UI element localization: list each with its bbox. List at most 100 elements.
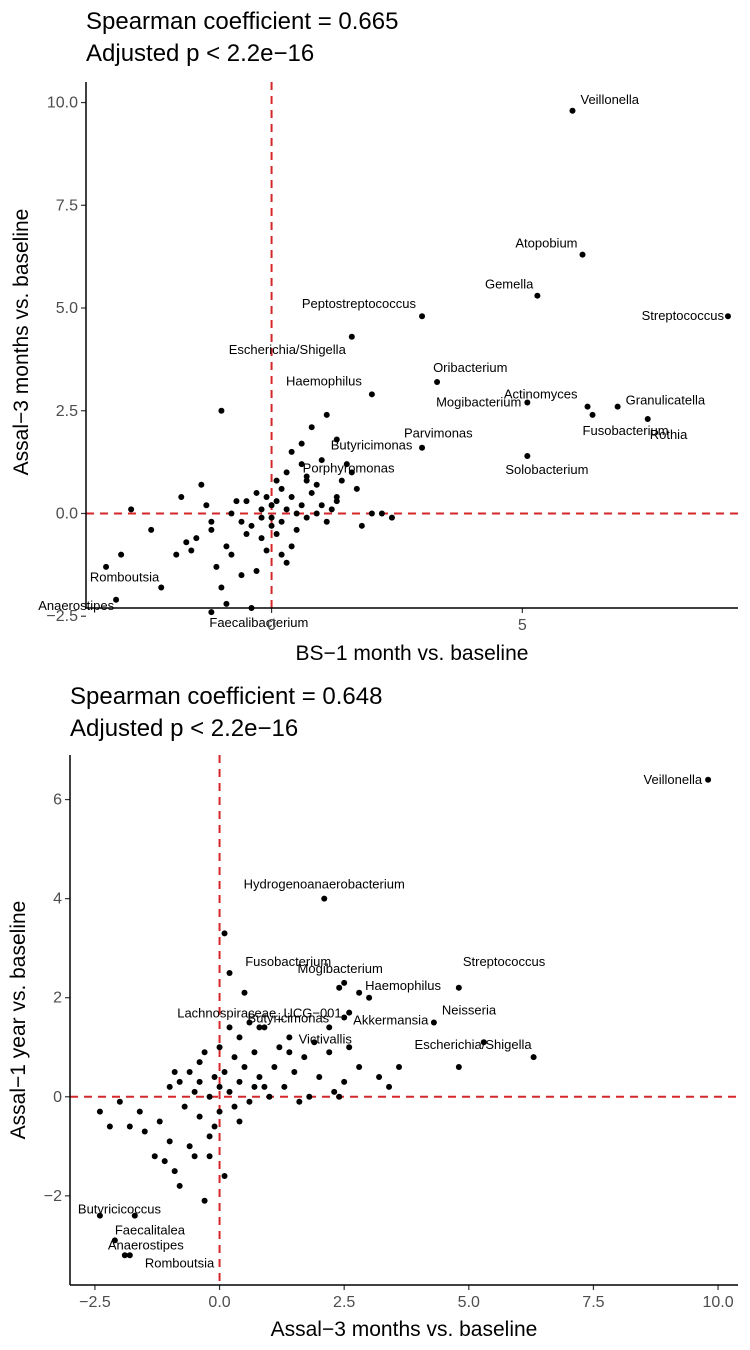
- labeled-data-point: [430, 1019, 437, 1026]
- x-tick-label: −2.5: [79, 1294, 111, 1311]
- data-point: [183, 539, 190, 546]
- x-tick-label: 10.0: [702, 1294, 733, 1311]
- point-label: Neisseria: [442, 1002, 497, 1017]
- data-point: [221, 930, 228, 937]
- data-point: [176, 1182, 183, 1189]
- data-point: [216, 1044, 223, 1051]
- data-point: [376, 1073, 383, 1080]
- panel-top-x-axis-title: BS−1 month vs. baseline: [296, 642, 529, 665]
- data-point: [241, 989, 248, 996]
- labeled-data-point: [569, 107, 576, 114]
- labeled-data-point: [589, 411, 596, 418]
- data-point: [266, 1093, 273, 1100]
- labeled-data-point: [321, 895, 328, 902]
- panel-top-reference-lines: [86, 82, 738, 608]
- panel-top-ticks: 0 5 −2.5 0.0 2.5 5.0 7.5 10.0: [46, 95, 526, 634]
- point-label: Peptostreptococcus: [302, 296, 417, 311]
- point-label: Streptococcus: [642, 308, 725, 323]
- point-label: Streptococcus: [463, 954, 546, 969]
- point-label: Akkermansia: [353, 1013, 429, 1028]
- point-label: Mogibacterium: [298, 961, 383, 976]
- y-tick-label: 2.5: [56, 403, 78, 420]
- data-point: [236, 1118, 243, 1125]
- point-label: Atopobium: [515, 236, 577, 251]
- data-point: [283, 559, 290, 566]
- panel-bottom-subtitle: Adjusted p < 2.2e−16: [70, 715, 298, 742]
- data-point: [333, 498, 340, 505]
- point-label: Romboutsia: [145, 1255, 215, 1270]
- data-point: [166, 1138, 173, 1145]
- data-point: [106, 1123, 113, 1130]
- panel-top-subtitle: Adjusted p < 2.2e−16: [86, 40, 314, 67]
- x-tick-label: 0.0: [208, 1294, 230, 1311]
- labeled-data-point: [326, 1024, 333, 1031]
- y-tick-label: 0: [53, 1089, 62, 1106]
- data-point: [211, 1073, 218, 1080]
- data-point: [331, 1088, 338, 1095]
- data-point: [276, 1044, 283, 1051]
- data-point: [118, 551, 125, 558]
- panel-top-axes: [85, 82, 738, 609]
- data-point: [253, 568, 260, 575]
- point-label: Lachnospiraceae_UCG−001: [177, 1005, 341, 1020]
- panel-bottom-ticks: −2.5 0.0 2.5 5.0 7.5 10.0 −2 0 2 4 6: [44, 792, 734, 1311]
- data-point: [261, 1024, 268, 1031]
- data-point: [238, 518, 245, 525]
- data-point: [156, 1118, 163, 1125]
- y-tick-label: 4: [53, 891, 62, 908]
- data-point: [141, 1128, 148, 1135]
- labeled-data-point: [530, 1054, 537, 1061]
- data-point: [303, 473, 310, 480]
- data-point: [306, 1093, 313, 1100]
- labeled-data-point: [208, 609, 215, 616]
- point-label: Parvimonas: [404, 426, 473, 441]
- labeled-data-point: [644, 415, 651, 422]
- data-point: [323, 411, 330, 418]
- data-point: [221, 1173, 228, 1180]
- data-point: [328, 506, 335, 513]
- labeled-data-point: [368, 391, 375, 398]
- data-point: [201, 1049, 208, 1056]
- data-point: [193, 535, 200, 542]
- data-point: [188, 547, 195, 554]
- data-point: [218, 584, 225, 591]
- data-point: [246, 1019, 253, 1026]
- data-point: [136, 1108, 143, 1115]
- data-point: [258, 514, 265, 521]
- point-label: Butyricicoccus: [78, 1202, 162, 1217]
- data-point: [251, 1083, 258, 1090]
- data-point: [226, 969, 233, 976]
- panel-bottom-axes: [69, 755, 738, 1286]
- data-point: [196, 1113, 203, 1120]
- data-point: [116, 1098, 123, 1105]
- y-tick-label: 10.0: [47, 95, 78, 112]
- data-point: [231, 1103, 238, 1110]
- labeled-data-point: [303, 477, 310, 484]
- data-point: [298, 440, 305, 447]
- data-point: [313, 510, 320, 517]
- labeled-data-point: [356, 989, 363, 996]
- data-point: [206, 1093, 213, 1100]
- point-label: Anaerostipes: [38, 598, 114, 613]
- data-point: [346, 1044, 353, 1051]
- data-point: [256, 1073, 263, 1080]
- data-point: [241, 1064, 248, 1071]
- labeled-data-point: [341, 1014, 348, 1021]
- data-point: [161, 1158, 168, 1165]
- data-point: [128, 506, 135, 513]
- data-point: [208, 526, 215, 533]
- data-point: [341, 1078, 348, 1085]
- data-point: [223, 543, 230, 550]
- data-point: [268, 502, 275, 509]
- x-tick-label: 5: [518, 617, 527, 634]
- data-point: [288, 494, 295, 501]
- data-point: [178, 494, 185, 501]
- labeled-data-point: [341, 979, 348, 986]
- data-point: [288, 448, 295, 455]
- data-point: [283, 506, 290, 513]
- y-tick-label: 0.0: [56, 505, 78, 522]
- data-point: [246, 1098, 253, 1105]
- data-point: [311, 1039, 318, 1046]
- labeled-data-point: [524, 399, 531, 406]
